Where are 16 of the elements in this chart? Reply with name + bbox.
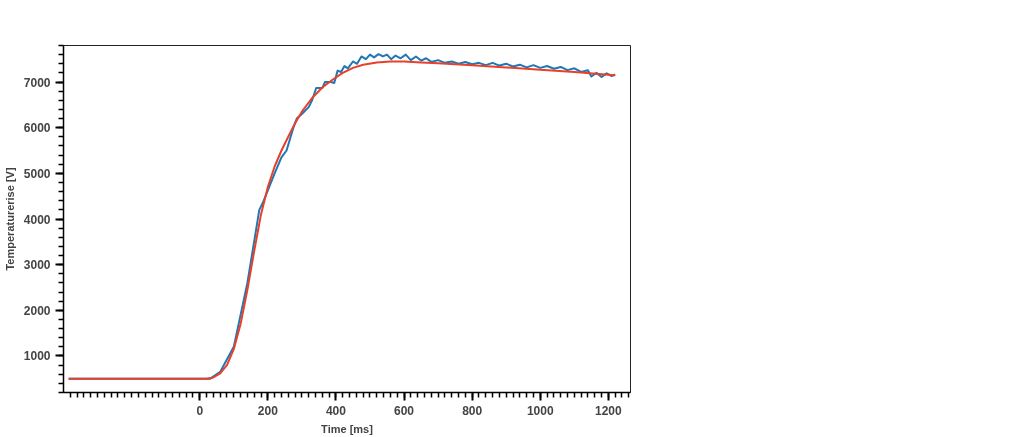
y-tick-label: 3000 [23,258,51,273]
x-tick-label: 600 [394,403,415,418]
x-axis-title: Time [ms] [321,422,374,435]
x-tick-label: 800 [462,403,483,418]
y-tick-label: 6000 [23,121,51,136]
x-tick-label: 1000 [526,403,554,418]
x-tick-label: 400 [325,403,347,418]
x-tick-label: 0 [196,403,204,418]
y-tick-label: 1000 [23,349,51,364]
y-axis-title: Temperaturerise [V] [3,167,16,271]
y-tick-label: 4000 [23,212,51,227]
y-tick-label: 7000 [23,75,51,90]
y-tick-label: 2000 [23,303,51,318]
x-tick-label: 200 [257,403,279,418]
x-tick-label: 1200 [595,403,623,418]
y-tick-label: 5000 [23,166,51,181]
